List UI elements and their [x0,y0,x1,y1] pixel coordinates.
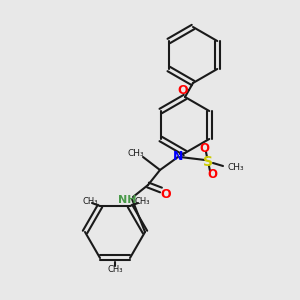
Text: NH: NH [118,195,136,205]
Text: CH₃: CH₃ [134,196,150,206]
Text: O: O [178,83,188,97]
Text: S: S [203,155,213,169]
Text: O: O [207,167,217,181]
Text: O: O [199,142,209,155]
Text: N: N [173,149,183,163]
Text: CH₃: CH₃ [82,196,98,206]
Text: CH₃: CH₃ [228,163,244,172]
Text: CH₃: CH₃ [107,266,123,274]
Text: O: O [161,188,171,200]
Text: CH₃: CH₃ [128,149,144,158]
